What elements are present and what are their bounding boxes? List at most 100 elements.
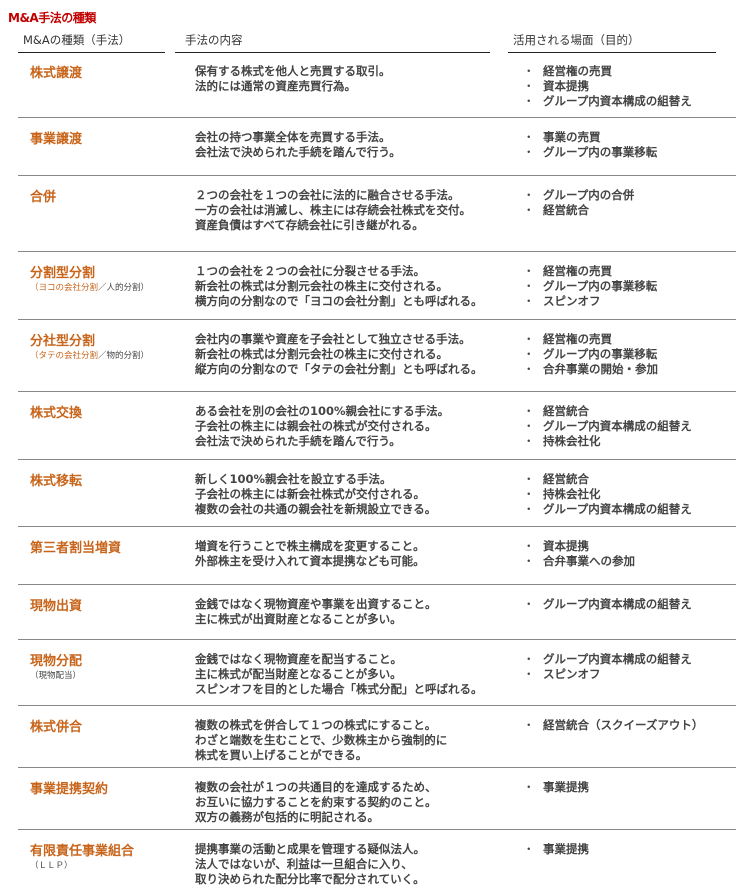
description-line: 複数の会社の共通の親会社を新規設立できる。 <box>195 502 437 516</box>
header-label: 手法の内容 <box>185 33 243 47</box>
table-row: 現物分配 （現物配当） 金銭ではなく現物資産を配当すること。 主に株式が配当財産となる… <box>18 640 736 706</box>
description-line: 法人ではないが、利益は一旦組合に入り、 <box>195 857 413 871</box>
usage-list: 経営統合持株会社化グループ内資本構成の組替え <box>523 472 692 517</box>
usage-item: 経営権の売買 <box>523 332 658 347</box>
description-line: 主に株式が配当財産となることが多い。 <box>195 667 402 681</box>
header-usage: 活用される場面（目的） <box>508 32 716 53</box>
description-line: １つの会社を２つの会社に分裂させる手法。 <box>195 264 425 278</box>
usage-list: 経営権の売買グループ内の事業移転合弁事業の開始・参加 <box>523 332 658 377</box>
method-name: 株式譲渡 <box>30 66 83 81</box>
table-row: 株式交換 ある会社を別の会社の100%親会社にする手法。 子会社の株主には親会社の株… <box>18 392 736 460</box>
subtitle-highlight: （ヨコの会社分割 <box>30 283 99 293</box>
usage-item: グループ内資本構成の組替え <box>523 94 692 109</box>
method-subtitle: （ヨコの会社分割／人的分割） <box>30 281 149 293</box>
method-description: 新しく100%親会社を設立する手法。 子会社の株主には新会社株式が交付される。 複数… <box>195 472 436 517</box>
subtitle-rest: （現物配当） <box>30 671 82 681</box>
usage-item: スピンオフ <box>523 294 657 309</box>
table-row: 株式併合 複数の株式を併合して１つの株式にすること。 わざと端数を生むことで、少数株… <box>18 706 736 768</box>
subtitle-rest: ／人的分割） <box>98 283 150 293</box>
usage-item: 資本提携 <box>523 539 635 554</box>
table-row: 有限責任事業組合 （ＬＬＰ） 提携事業の活動と成果を管理する疑似法人。 法人ではないが… <box>18 830 736 894</box>
table-row: 合併 ２つの会社を１つの会社に法的に融合させる手法。 一方の会社は消滅し、株主には存… <box>18 176 736 252</box>
usage-item: 経営権の売買 <box>523 64 692 79</box>
usage-item: グループ内資本構成の組替え <box>523 597 692 612</box>
subtitle-rest: ／物的分割） <box>98 351 150 361</box>
method-name: 合併 <box>30 190 57 205</box>
usage-item: グループ内の事業移転 <box>523 347 658 362</box>
method-name: 第三者割当増資 <box>30 541 122 556</box>
header-method-type: M&Aの種類（手法） <box>18 32 165 53</box>
usage-list: 資本提携合弁事業への参加 <box>523 539 635 569</box>
description-line: 株式を買い上げることができる。 <box>195 748 368 762</box>
page-title: M&A手法の種類 <box>8 11 96 25</box>
method-name: 有限責任事業組合 <box>30 844 135 859</box>
description-line: 一方の会社は消滅し、株主には存続会社株式を交付。 <box>195 203 471 217</box>
usage-item: 持株会社化 <box>523 487 692 502</box>
usage-item: 経営統合 <box>523 404 692 419</box>
description-line: 会社の持つ事業全体を売買する手法。 <box>195 130 391 144</box>
description-line: 保有する株式を他人と売買する取引。 <box>195 64 391 78</box>
method-name: 現物分配 <box>30 654 83 669</box>
usage-item: グループ内資本構成の組替え <box>523 419 692 434</box>
usage-item: 資本提携 <box>523 79 692 94</box>
method-description: 保有する株式を他人と売買する取引。 法的には通常の資産売買行為。 <box>195 64 391 94</box>
method-subtitle: （ＬＬＰ） <box>30 859 73 871</box>
method-table: 株式譲渡保有する株式を他人と売買する取引。法的には通常の資産売買行為。経営権の売… <box>18 52 736 894</box>
description-line: ある会社を別の会社の100%親会社にする手法。 <box>195 404 450 418</box>
table-row: 事業提携契約 複数の会社が１つの共通目的を達成するため、 お互いに協力することを約束… <box>18 768 736 830</box>
description-line: 複数の株式を併合して１つの株式にすること。 <box>195 718 437 732</box>
header-label: 活用される場面（目的） <box>513 33 640 47</box>
table-row: 株式譲渡 保有する株式を他人と売買する取引。法的には通常の資産売買行為。 経営権の売… <box>18 52 736 118</box>
method-name: 現物出資 <box>30 599 83 614</box>
table-row: 株式移転 新しく100%親会社を設立する手法。 子会社の株主には新会社株式が交付され… <box>18 460 736 527</box>
subtitle-rest: （ＬＬＰ） <box>30 861 73 871</box>
usage-item: スピンオフ <box>523 667 692 682</box>
method-name: 分社型分割 <box>30 334 96 349</box>
usage-list: グループ内資本構成の組替えスピンオフ <box>523 652 692 682</box>
description-line: 取り決められた配分比率で配分されていく。 <box>195 872 425 886</box>
usage-list: グループ内の合併経営統合 <box>523 188 634 218</box>
header-method-content: 手法の内容 <box>175 32 490 53</box>
method-description: 複数の会社が１つの共通目的を達成するため、 お互いに協力することを約束する契約のこ… <box>195 780 437 825</box>
table-row: 分割型分割 （ヨコの会社分割／人的分割） １つの会社を２つの会社に分裂させる手法。新… <box>18 252 736 320</box>
table-row: 事業譲渡 会社の持つ事業全体を売買する手法。会社法で決められた手続を踏んで行う。 事… <box>18 118 736 176</box>
description-line: 新会社の株式は分割元会社の株主に交付される。 <box>195 347 448 361</box>
description-line: わざと端数を生むことで、少数株主から強制的に <box>195 733 448 747</box>
usage-list: 経営権の売買資本提携グループ内資本構成の組替え <box>523 64 692 109</box>
description-line: 提携事業の活動と成果を管理する疑似法人。 <box>195 842 425 856</box>
header-label: M&Aの種類（手法） <box>23 33 131 47</box>
method-description: ２つの会社を１つの会社に法的に融合させる手法。 一方の会社は消滅し、株主には存続会… <box>195 188 471 233</box>
description-line: 会社内の事業や資産を子会社として独立させる手法。 <box>195 332 471 346</box>
description-line: 金銭ではなく現物資産や事業を出資すること。 <box>195 597 437 611</box>
usage-item: 事業提携 <box>523 780 589 795</box>
table-row: 第三者割当増資 増資を行うことで株主構成を変更すること。 外部株主を受け入れて資本提… <box>18 527 736 585</box>
method-description: 提携事業の活動と成果を管理する疑似法人。 法人ではないが、利益は一旦組合に入り、取… <box>195 842 425 887</box>
description-line: 横方向の分割なので「ヨコの会社分割」とも呼ばれる。 <box>195 294 483 308</box>
description-line: スピンオフを目的とした場合「株式分配」と呼ばれる。 <box>195 682 483 696</box>
method-name: 株式移転 <box>30 474 83 489</box>
usage-list: 経営統合（スクイーズアウト） <box>523 718 703 733</box>
description-line: 主に株式が出資財産となることが多い。 <box>195 612 402 626</box>
method-description: 金銭ではなく現物資産や事業を出資すること。 主に株式が出資財産となることが多い。 <box>195 597 437 627</box>
usage-list: 経営統合グループ内資本構成の組替え持株会社化 <box>523 404 692 449</box>
usage-item: 経営統合 <box>523 472 692 487</box>
usage-item: 事業の売買 <box>523 130 657 145</box>
usage-item: 経営統合 <box>523 203 634 218</box>
method-description: 複数の株式を併合して１つの株式にすること。 わざと端数を生むことで、少数株主から強… <box>195 718 447 763</box>
usage-list: 経営権の売買グループ内の事業移転スピンオフ <box>523 264 657 309</box>
subtitle-highlight: （タテの会社分割 <box>30 351 99 361</box>
usage-list: 事業提携 <box>523 842 589 857</box>
usage-item: 合弁事業の開始・参加 <box>523 362 658 377</box>
method-subtitle: （現物配当） <box>30 669 81 681</box>
usage-list: グループ内資本構成の組替え <box>523 597 692 612</box>
usage-item: 事業提携 <box>523 842 589 857</box>
method-name: 株式併合 <box>30 720 83 735</box>
description-line: 法的には通常の資産売買行為。 <box>195 79 356 93</box>
method-description: 金銭ではなく現物資産を配当すること。 主に株式が配当財産となることが多い。 スピンオ… <box>195 652 483 697</box>
method-name: 分割型分割 <box>30 266 96 281</box>
usage-item: 持株会社化 <box>523 434 692 449</box>
description-line: 会社法で決められた手続を踏んで行う。 <box>195 434 401 448</box>
description-line: 縦方向の分割なので「タテの会社分割」とも呼ばれる。 <box>195 362 483 376</box>
usage-item: グループ内資本構成の組替え <box>523 652 692 667</box>
description-line: 新会社の株式は分割元会社の株主に交付される。 <box>195 279 448 293</box>
